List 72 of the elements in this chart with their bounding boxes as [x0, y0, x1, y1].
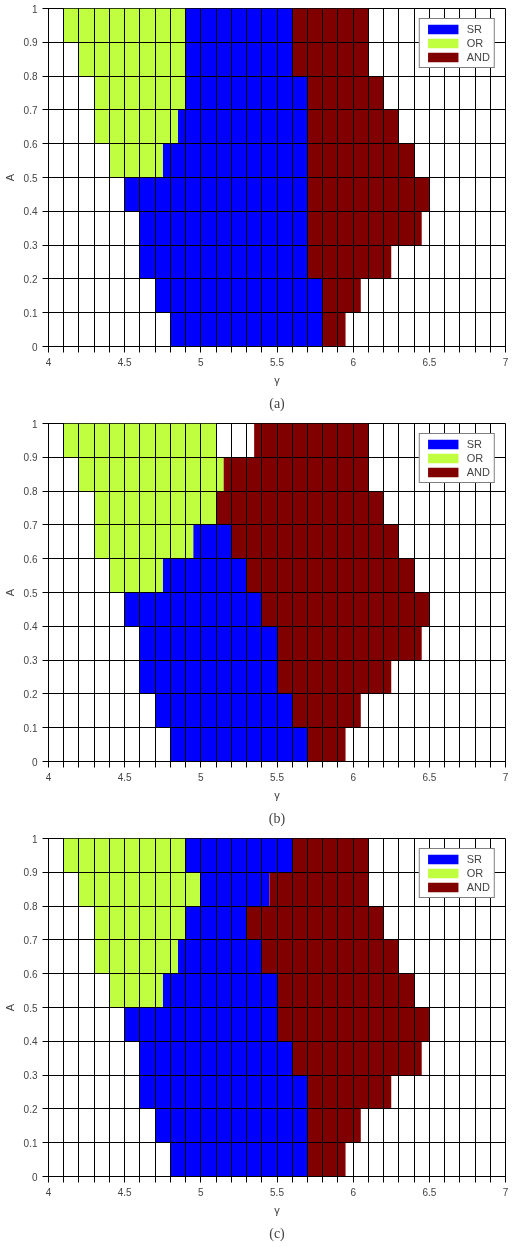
y-tick-label: 0.8	[23, 71, 38, 83]
x-tick-label: 6	[350, 771, 357, 783]
y-tick-label: 0.6	[23, 553, 38, 565]
x-axis-title: γ	[274, 788, 281, 801]
y-tick-label: 0.9	[23, 867, 38, 879]
x-tick-label: 4.5	[117, 356, 133, 368]
legend-label: AND	[466, 51, 490, 63]
text: (c)	[269, 1225, 286, 1242]
y-tick-label: 0.9	[23, 452, 38, 464]
x-tick-label: 5	[198, 771, 205, 783]
x-tick-label: 6.5	[422, 356, 437, 368]
x-tick-label: 4.5	[117, 1186, 133, 1198]
y-tick-label: 0.1	[23, 1137, 38, 1149]
y-tick-label: 0.7	[23, 519, 38, 531]
y-tick-label: 0.3	[23, 655, 38, 667]
x-tick-label: 5	[198, 356, 205, 368]
x-tick-label: 6	[350, 1186, 357, 1198]
legend-label: AND	[466, 881, 490, 893]
x-tick-label: 6.5	[422, 771, 437, 783]
x-axis-title: γ	[274, 373, 281, 386]
y-tick-label: 0.5	[23, 172, 38, 184]
legend-label: AND	[466, 466, 490, 478]
y-tick-label: 1	[31, 3, 38, 15]
y-axis-title: A	[3, 588, 16, 597]
legend-label: OR	[466, 867, 485, 879]
x-tick-label: 7	[502, 771, 509, 783]
y-tick-label: 0.4	[23, 1036, 38, 1048]
x-tick-label: 4	[45, 356, 52, 368]
y-tick-label: 0.1	[23, 722, 38, 734]
y-tick-label: 0.5	[23, 587, 38, 599]
y-axis-title: A	[3, 173, 16, 182]
y-tick-label: 0.8	[23, 486, 38, 498]
y-tick-label: 1	[31, 418, 38, 430]
y-tick-label: 0.8	[23, 901, 38, 913]
x-tick-label: 7	[502, 356, 509, 368]
y-tick-label: 0.4	[23, 206, 38, 218]
y-tick-label: 0.1	[23, 307, 38, 319]
text: (a)	[269, 395, 286, 412]
legend-label: SR	[466, 23, 484, 35]
x-tick-label: 6.5	[422, 1186, 437, 1198]
x-tick-label: 4	[45, 1186, 52, 1198]
y-tick-label: 0.7	[23, 104, 38, 116]
y-tick-label: 0.2	[23, 1103, 38, 1115]
x-tick-label: 5	[198, 1186, 205, 1198]
y-tick-label: 0.3	[23, 240, 38, 252]
legend-label: SR	[466, 853, 484, 865]
legend-label: OR	[466, 37, 485, 49]
x-tick-label: 4.5	[117, 771, 133, 783]
x-tick-label: 5.5	[270, 771, 285, 783]
text: (b)	[268, 810, 286, 827]
x-tick-label: 5.5	[270, 1186, 285, 1198]
y-tick-label: 0.2	[23, 273, 38, 285]
y-tick-label: 0.7	[23, 934, 38, 946]
y-tick-label: 0	[31, 341, 38, 353]
legend-label: SR	[466, 438, 484, 450]
x-tick-label: 4	[45, 771, 52, 783]
y-tick-label: 0.6	[23, 968, 38, 980]
y-tick-label: 0.5	[23, 1002, 38, 1014]
y-tick-label: 0.3	[23, 1070, 38, 1082]
y-tick-label: 0.4	[23, 621, 38, 633]
x-axis-title: γ	[274, 1203, 281, 1216]
y-tick-label: 0.2	[23, 688, 38, 700]
legend-label: OR	[466, 452, 485, 464]
y-tick-label: 0	[31, 1171, 38, 1183]
y-tick-label: 0.6	[23, 138, 38, 150]
x-tick-label: 5.5	[270, 356, 285, 368]
y-tick-label: 1	[31, 833, 38, 845]
y-axis-title: A	[3, 1003, 16, 1012]
y-tick-label: 0.9	[23, 37, 38, 49]
x-tick-label: 6	[350, 356, 357, 368]
y-tick-label: 0	[31, 756, 38, 768]
x-tick-label: 7	[502, 1186, 509, 1198]
